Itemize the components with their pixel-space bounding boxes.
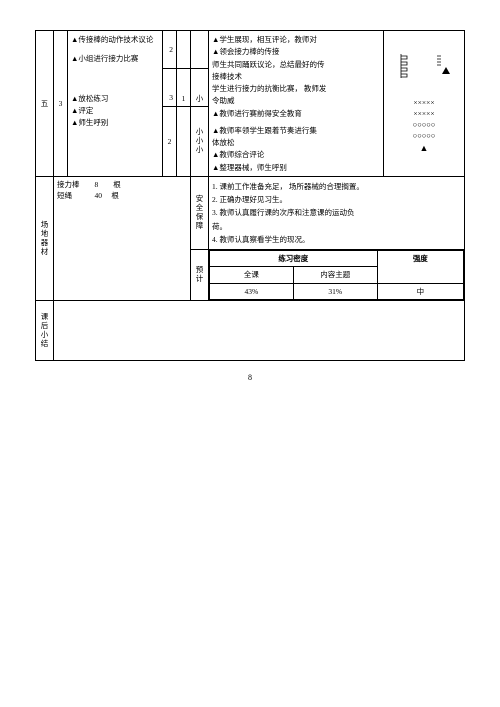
safety-label: 安 全 保 障: [196, 194, 204, 230]
formation-diagram-cell: ××××× ××××× ○○○○○ ○○○○○ ▲: [384, 31, 465, 177]
size-cell: 小 小 小: [191, 107, 209, 177]
section-number-cell: 五: [36, 31, 54, 177]
safety-item: 3. 教师认真履行课的次序和注意课的运动负: [212, 207, 461, 218]
activity-item: ▲评定: [71, 105, 159, 116]
time-val: 2: [166, 44, 173, 55]
equipment-content: 接力棒 8 根 短绳 40 根: [57, 179, 187, 202]
stats-table: 练习密度 强度 全课 内容主题 43% 31% 中: [209, 250, 464, 300]
size-val: 小 小 小: [196, 127, 204, 154]
teacher-item: 令助威: [212, 95, 380, 106]
formation-row-o: ○○○○○: [387, 130, 461, 141]
time-val: 3: [166, 92, 173, 103]
intensity-header: 强度: [377, 251, 463, 284]
teacher-item: 接棒技术: [212, 71, 380, 82]
sub-number-cell: 3: [54, 31, 68, 177]
teacher-item: ▲教师综合评论: [212, 149, 380, 160]
document-page: 五 3 ▲传接棒的动作技术议论 ▲小组进行接力比赛 ▲放松练习 ▲评定 ▲师生呼…: [0, 0, 500, 402]
relay-pattern-icon: [397, 52, 415, 80]
equipment-content-cell: 接力棒 8 根 短绳 40 根: [54, 176, 191, 300]
count-cell: [177, 31, 191, 69]
safety-item: 荷。: [212, 221, 461, 232]
safety-item: 4. 教师认真察看学生的现况。: [212, 234, 461, 245]
sub-number: 3: [59, 99, 63, 108]
activity-item: ▲传接棒的动作技术议论: [71, 34, 159, 45]
teacher-item: 体放松: [212, 137, 380, 148]
page-number: 8: [35, 373, 465, 382]
activity-item: ▲小组进行接力比赛: [71, 53, 159, 64]
size-cell: [191, 31, 209, 69]
size-val: 小: [196, 94, 204, 103]
safety-content-cell: 1. 课前工作准备充足， 场所器械的合理搁置。 2. 正确办理好见习生。 3. …: [209, 176, 465, 249]
summary-content-cell: [54, 300, 465, 360]
density-sub: 全课: [210, 267, 294, 283]
teacher-item: 师生共同踊跃议论，总结最好的传: [212, 59, 380, 70]
formation-row-x: ×××××: [387, 108, 461, 119]
teacher-item: ▲领会接力棒的传接: [212, 46, 380, 57]
teacher-item: ▲学生展现，相互评论，教师对: [212, 34, 380, 45]
equipment-label: 场 地 器 材: [41, 220, 49, 256]
intensity-val: 中: [377, 283, 463, 299]
teacher-item: ▲教师进行赛前得安全教育: [212, 108, 380, 119]
teacher-item: ▲教师率领学生跟着节奏进行集: [212, 125, 380, 136]
safety-item: 2. 正确办理好见习生。: [212, 194, 461, 205]
triangle-icon: ▲: [387, 142, 461, 156]
teacher-item: 学生进行接力的抗衡比赛， 教师发: [212, 83, 380, 94]
time-cell: 2: [163, 31, 177, 69]
activities-cell: ▲传接棒的动作技术议论 ▲小组进行接力比赛 ▲放松练习 ▲评定 ▲师生呼别: [68, 31, 163, 177]
safety-item: 1. 课前工作准备充足， 场所器械的合理搁置。: [212, 181, 461, 192]
stats-cell: 练习密度 强度 全课 内容主题 43% 31% 中: [209, 250, 465, 301]
formation-row-o: ○○○○○: [387, 119, 461, 130]
density-val: 43%: [210, 283, 294, 299]
density-header: 练习密度: [210, 251, 378, 267]
size-cell: 小: [191, 69, 209, 107]
time-cell: 2: [163, 107, 177, 177]
density-sub: 内容主题: [293, 267, 377, 283]
teacher-activities-cell: ▲学生展现，相互评论，教师对 ▲领会接力棒的传接 师生共同踊跃议论，总结最好的传…: [209, 31, 384, 177]
safety-label-cell: 安 全 保 障: [191, 176, 209, 249]
formation-row-x: ×××××: [387, 97, 461, 108]
summary-label-cell: 课 后 小 结: [36, 300, 54, 360]
summary-label: 课 后 小 结: [41, 312, 49, 348]
estimate-label: 预 计: [196, 265, 204, 283]
count-cell: 1: [177, 69, 191, 107]
table-row: 场 地 器 材 接力棒 8 根 短绳 40 根 安 全 保 障 1. 课前工作准…: [36, 176, 465, 249]
formation-top: [387, 52, 461, 80]
table-row: 五 3 ▲传接棒的动作技术议论 ▲小组进行接力比赛 ▲放松练习 ▲评定 ▲师生呼…: [36, 31, 465, 69]
dash-arrow-icon: [434, 52, 452, 80]
estimate-label-cell: 预 计: [191, 250, 209, 301]
time-cell: 3: [163, 69, 177, 107]
count-val: 1: [182, 94, 186, 103]
count-cell: [177, 107, 191, 177]
time-val: 2: [168, 137, 172, 146]
activity-item: ▲师生呼别: [71, 117, 159, 128]
table-row: 课 后 小 结: [36, 300, 465, 360]
teacher-item: ▲整理器械，师生呼别: [212, 162, 380, 173]
main-table: 五 3 ▲传接棒的动作技术议论 ▲小组进行接力比赛 ▲放松练习 ▲评定 ▲师生呼…: [35, 30, 465, 361]
density-val: 31%: [293, 283, 377, 299]
activity-item: ▲放松练习: [71, 93, 159, 104]
section-number: 五: [41, 99, 49, 108]
equipment-label-cell: 场 地 器 材: [36, 176, 54, 300]
